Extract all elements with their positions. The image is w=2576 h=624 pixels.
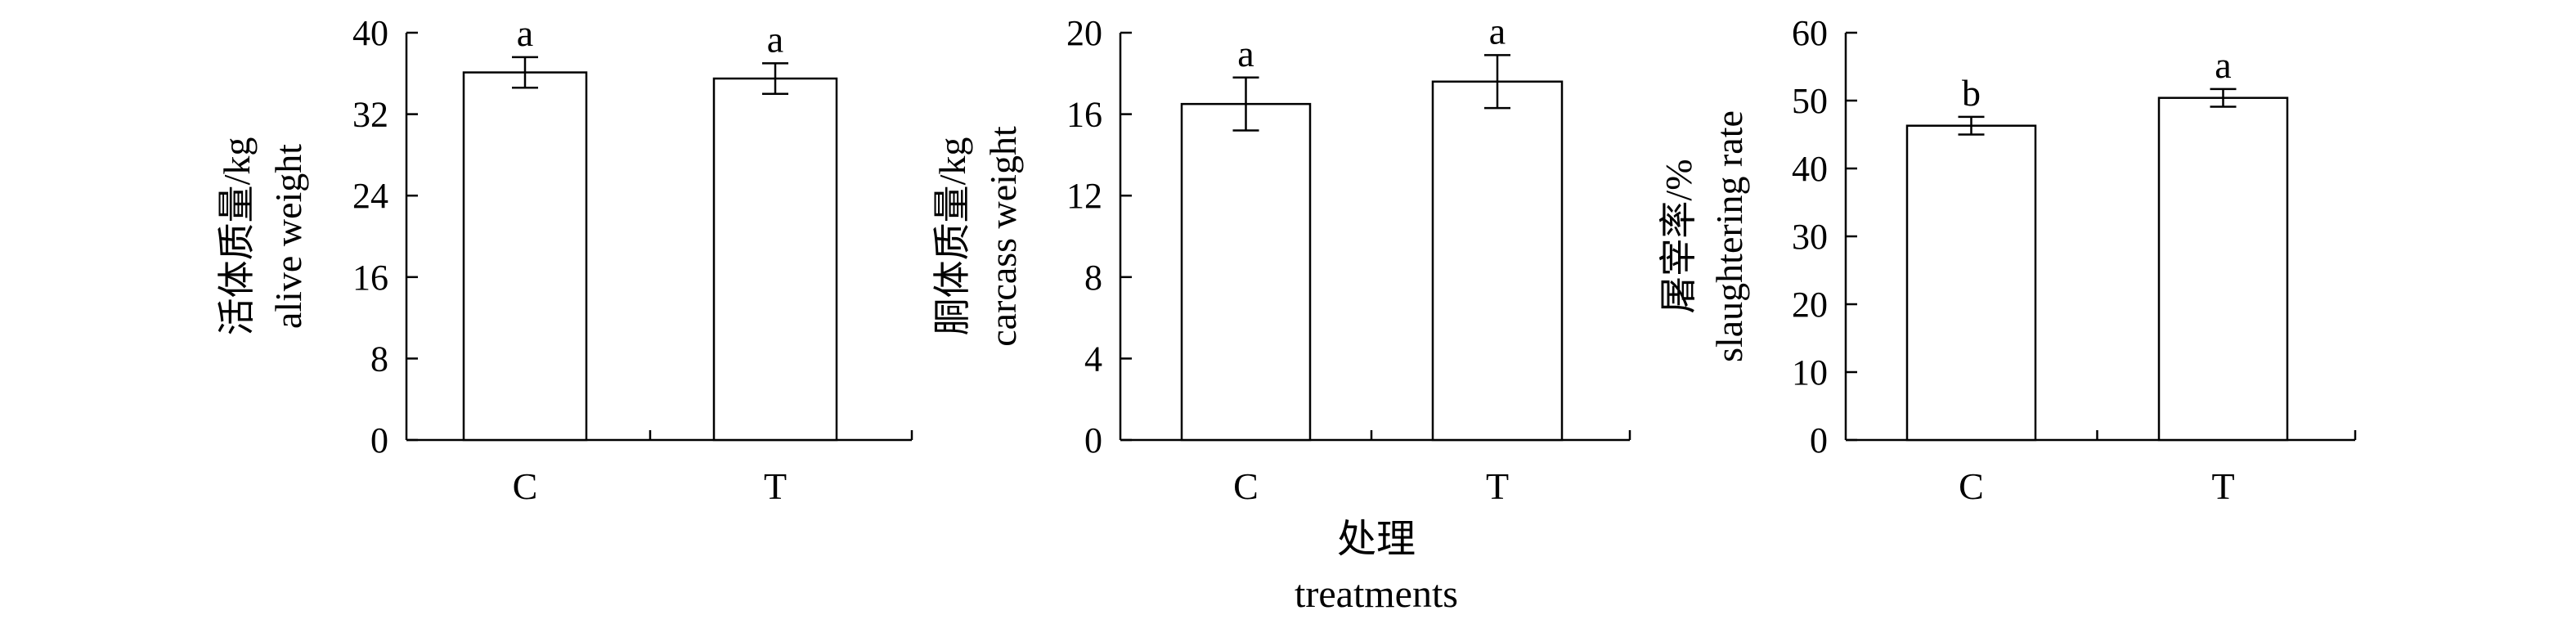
- y-tick-label: 40: [352, 13, 388, 53]
- x-tick-label: C: [1233, 465, 1259, 507]
- y-tick-label: 24: [352, 176, 388, 216]
- y-tick-label: 20: [1066, 13, 1102, 53]
- x-tick-label: T: [764, 465, 787, 507]
- x-tick-label: C: [513, 465, 538, 507]
- chart-panel-3: 0 10 20 30 40 50 60 b Ca T 屠宰率/% slaughtering rate: [1658, 13, 2357, 507]
- y-tick-label: 10: [1792, 352, 1828, 393]
- y-tick-label: 16: [352, 258, 388, 298]
- y-tick-label: 60: [1792, 13, 1828, 53]
- bar-C: [1180, 102, 1312, 442]
- chart-panel-2: 0 4 8 12 16 20 a Ca T 胴体质量/kg carcass weight: [931, 10, 1631, 507]
- significance-label: a: [1237, 33, 1254, 74]
- y-tick-label: 0: [1084, 420, 1102, 460]
- y-tick-label: 0: [1810, 420, 1828, 460]
- y-tick-label: 50: [1792, 81, 1828, 121]
- y-tick-label: 8: [370, 339, 388, 379]
- y-tick-label: 12: [1066, 176, 1102, 216]
- y-axis-title-cn: 屠宰率/%: [1658, 159, 1699, 313]
- y-axis-title-cn: 胴体质量/kg: [931, 137, 973, 336]
- y-axis-title-en: alive weight: [267, 144, 309, 329]
- y-tick-label: 20: [1792, 285, 1828, 325]
- y-axis-title-en: carcass weight: [982, 126, 1024, 347]
- bar-C: [462, 71, 588, 442]
- x-tick-label: T: [2211, 465, 2234, 507]
- x-tick-label: C: [1959, 465, 1984, 507]
- x-axis-title-cn: 处理: [1337, 518, 1416, 561]
- significance-label: a: [2215, 44, 2231, 86]
- bar-T: [712, 77, 838, 442]
- significance-label: a: [517, 12, 533, 54]
- chart-panel-1: 0 8 16 24 32 40 a Ca T 活体质量/kg alive weight: [216, 12, 913, 507]
- significance-label: b: [1962, 72, 1981, 114]
- y-tick-label: 16: [1066, 95, 1102, 135]
- y-axis-title-cn: 活体质量/kg: [216, 137, 258, 336]
- significance-label: a: [767, 18, 783, 60]
- bar-T: [1431, 80, 1564, 442]
- x-tick-label: T: [1486, 465, 1509, 507]
- y-tick-label: 4: [1084, 339, 1102, 379]
- y-tick-label: 0: [370, 420, 388, 460]
- y-tick-label: 32: [352, 95, 388, 135]
- y-tick-label: 8: [1084, 258, 1102, 298]
- significance-label: a: [1489, 10, 1506, 52]
- y-tick-label: 30: [1792, 217, 1828, 257]
- bar-C: [1905, 124, 2037, 442]
- y-tick-label: 40: [1792, 149, 1828, 189]
- bar-T: [2157, 97, 2289, 442]
- x-axis-title-en: treatments: [1295, 572, 1458, 616]
- y-axis-title-en: slaughtering rate: [1708, 110, 1750, 362]
